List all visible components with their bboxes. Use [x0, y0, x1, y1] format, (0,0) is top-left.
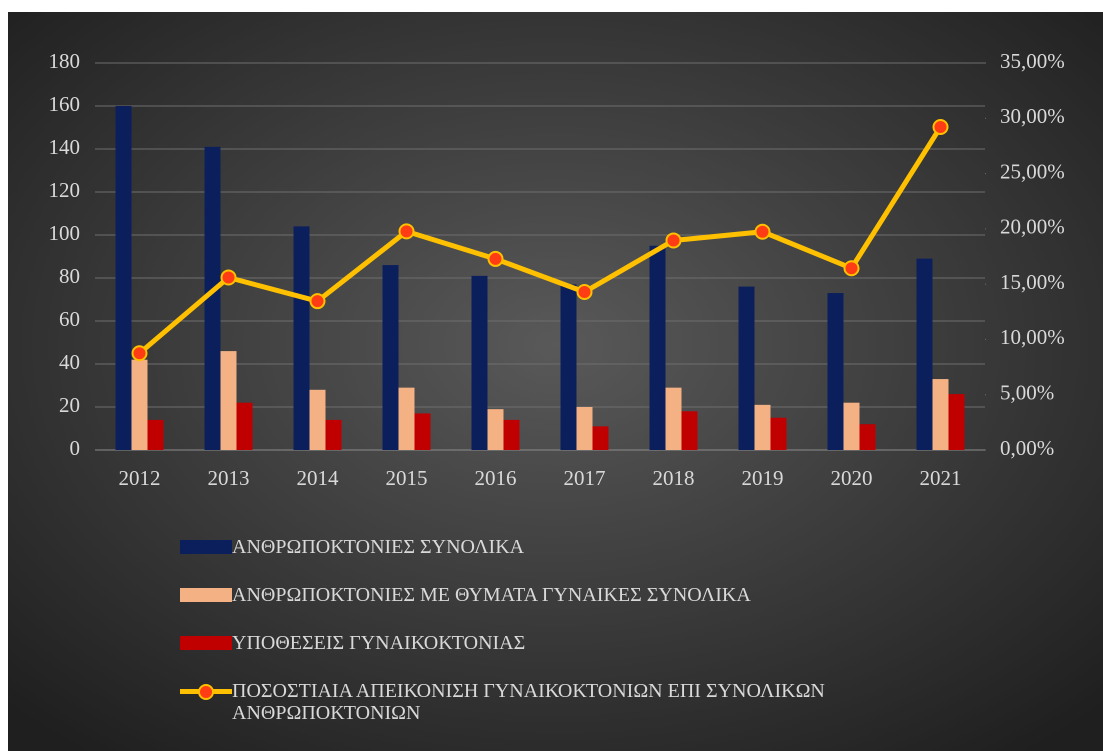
y2-tick-label: 35,00%	[1000, 49, 1065, 73]
y-tick-label: 100	[49, 221, 81, 245]
legend-swatch	[180, 632, 232, 654]
bar	[220, 351, 237, 450]
bar	[681, 411, 698, 450]
bar	[592, 426, 609, 450]
bar	[503, 419, 520, 450]
line-marker	[220, 269, 237, 286]
line-marker	[843, 260, 860, 277]
bar	[649, 245, 666, 450]
legend-label: ΑΝΘΡΩΠΟΚΤΟΝΙΕΣ ΜΕ ΘΥΜΑΤΑ ΓΥΝΑΙΚΕΣ ΣΥΝΟΛΙ…	[232, 584, 751, 606]
y2-tick-label: 5,00%	[1000, 381, 1054, 405]
y-tick-label: 20	[59, 393, 80, 417]
x-tick-label: 2020	[831, 466, 873, 490]
line-marker	[932, 119, 949, 136]
y2-tick-label: 0,00%	[1000, 436, 1054, 460]
legend-entry: ΑΝΘΡΩΠΟΚΤΟΝΙΕΣ ΜΕ ΘΥΜΑΤΑ ΓΥΝΑΙΚΕΣ ΣΥΝΟΛΙ…	[180, 584, 980, 632]
bar	[770, 417, 787, 450]
bar	[325, 419, 342, 450]
bar	[827, 293, 844, 450]
line-marker	[576, 283, 593, 300]
x-tick-label: 2013	[208, 466, 250, 490]
x-tick-label: 2019	[742, 466, 784, 490]
bar	[414, 413, 431, 450]
bar	[236, 402, 253, 450]
legend: ΑΝΘΡΩΠΟΚΤΟΝΙΕΣ ΣΥΝΟΛΙΚΑ ΑΝΘΡΩΠΟΚΤΟΝΙΕΣ ΜΕ…	[180, 536, 980, 728]
legend-swatch	[180, 584, 232, 606]
line-marker	[398, 223, 415, 240]
legend-label: ΑΝΘΡΩΠΟΚΤΟΝΙΕΣ ΣΥΝΟΛΙΚΑ	[232, 536, 525, 558]
y2-tick-label: 30,00%	[1000, 104, 1065, 128]
y-tick-label: 160	[49, 92, 81, 116]
bar	[665, 387, 682, 450]
legend-label: ΠΟΣΟΣΤΙΑΙΑ ΑΠΕΙΚΟΝΙΣΗ ΓΥΝΑΙΚΟΚΤΟΝΙΩΝ ΕΠΙ…	[232, 680, 825, 724]
x-tick-label: 2015	[386, 466, 428, 490]
legend-entry: ΥΠΟΘΕΣΕΙΣ ΓΥΝΑΙΚΟΚΤΟΝΙΑΣ	[180, 632, 980, 680]
line-marker	[309, 293, 326, 310]
bar	[843, 402, 860, 450]
x-tick-label: 2014	[297, 466, 340, 490]
bar	[131, 359, 148, 450]
bar	[932, 379, 949, 450]
bar	[147, 419, 164, 450]
legend-swatch	[180, 680, 232, 702]
bar	[204, 146, 221, 450]
x-tick-label: 2021	[920, 466, 962, 490]
bar	[115, 106, 132, 450]
bar	[576, 407, 593, 450]
y2-tick-label: 15,00%	[1000, 270, 1065, 294]
bar	[382, 265, 399, 450]
line-marker	[754, 223, 771, 240]
y-tick-label: 40	[59, 350, 80, 374]
x-tick-label: 2017	[564, 466, 606, 490]
bar	[471, 275, 488, 450]
y-tick-label: 80	[59, 264, 80, 288]
line-marker	[131, 345, 148, 362]
y-tick-label: 0	[70, 436, 81, 460]
x-tick-label: 2018	[653, 466, 695, 490]
line	[137, 125, 943, 356]
y2-tick-label: 25,00%	[1000, 159, 1065, 183]
legend-entry: ΠΟΣΟΣΤΙΑΙΑ ΑΠΕΙΚΟΝΙΣΗ ΓΥΝΑΙΚΟΚΤΟΝΙΩΝ ΕΠΙ…	[180, 680, 980, 728]
y-tick-label: 60	[59, 307, 80, 331]
bar	[398, 387, 415, 450]
line-marker	[487, 250, 504, 267]
legend-swatch	[180, 536, 232, 558]
bar	[948, 394, 965, 450]
bar	[754, 404, 771, 450]
y-tick-label: 120	[49, 178, 81, 202]
y-tick-label: 140	[49, 135, 81, 159]
x-tick-label: 2012	[119, 466, 161, 490]
y2-tick-label: 20,00%	[1000, 215, 1065, 239]
bar	[738, 286, 755, 450]
legend-entry: ΑΝΘΡΩΠΟΚΤΟΝΙΕΣ ΣΥΝΟΛΙΚΑ	[180, 536, 980, 584]
bar	[309, 389, 326, 450]
bar	[916, 258, 933, 450]
y-tick-label: 180	[49, 49, 81, 73]
legend-label: ΥΠΟΘΕΣΕΙΣ ΓΥΝΑΙΚΟΚΤΟΝΙΑΣ	[232, 632, 526, 654]
bar	[293, 226, 310, 450]
x-tick-label: 2016	[475, 466, 517, 490]
y2-tick-label: 10,00%	[1000, 325, 1065, 349]
bar	[859, 424, 876, 450]
bar	[560, 284, 577, 450]
bar	[487, 409, 504, 450]
line-marker	[665, 232, 682, 249]
